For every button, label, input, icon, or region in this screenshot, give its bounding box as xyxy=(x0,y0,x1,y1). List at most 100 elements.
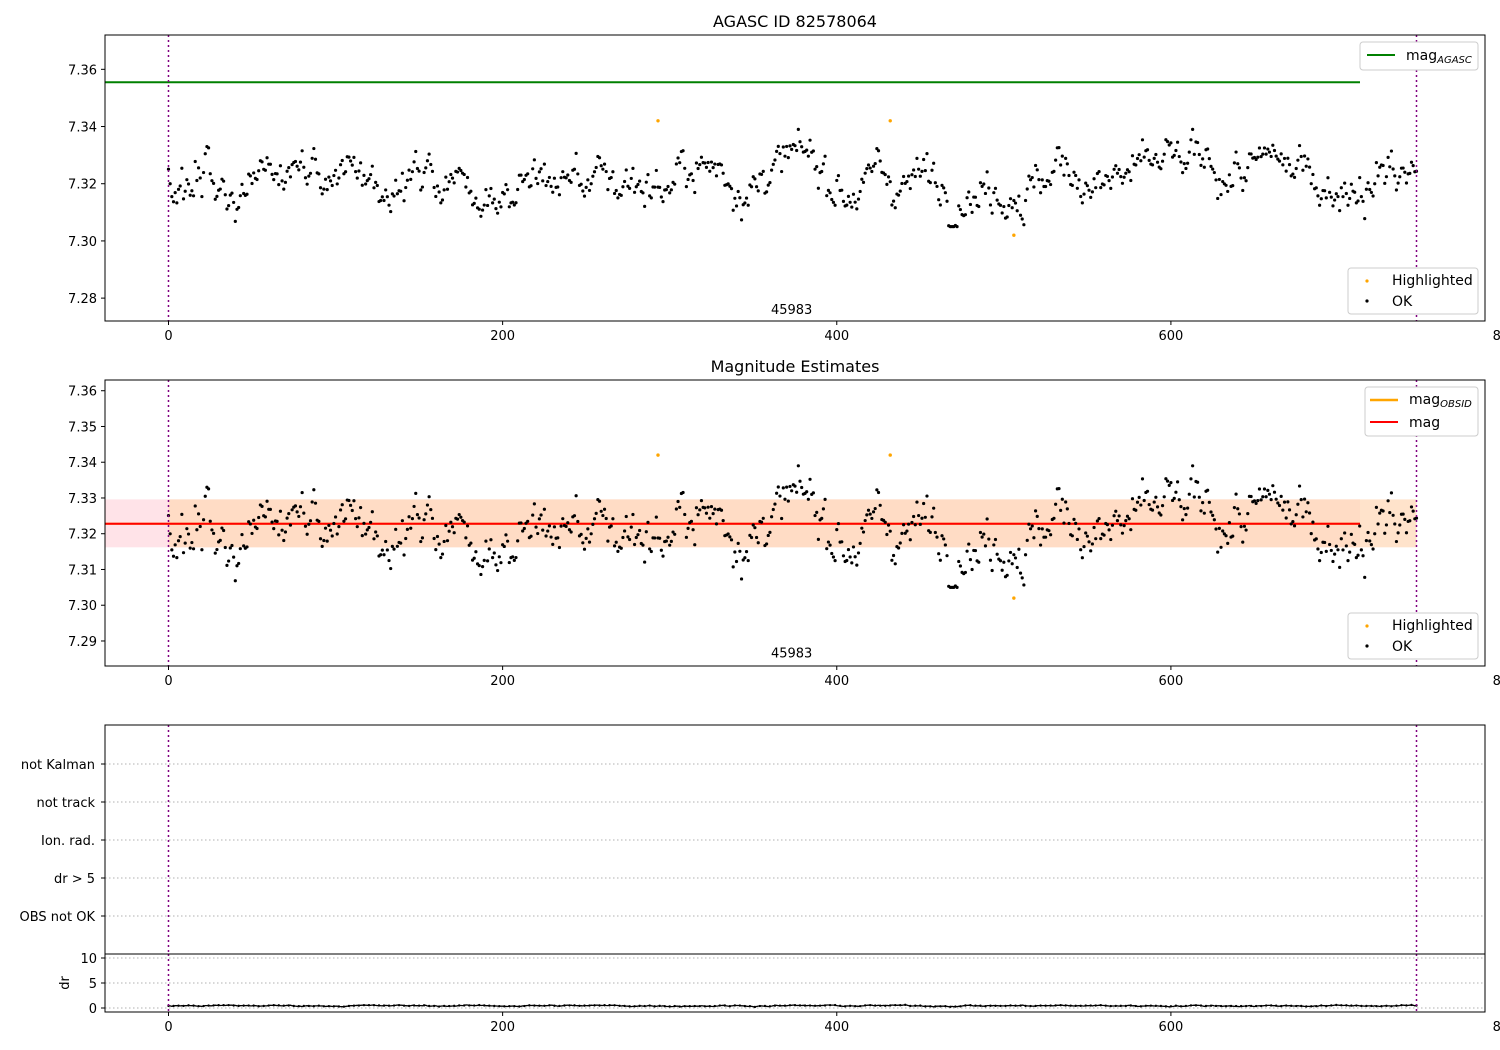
ok-point xyxy=(1074,173,1078,178)
ok-point xyxy=(394,527,398,531)
x-tick-label: 200 xyxy=(490,329,515,344)
ok-point xyxy=(369,172,373,177)
ok-point xyxy=(1373,182,1377,186)
ok-point xyxy=(293,159,298,164)
dr-point xyxy=(1365,1004,1368,1008)
ok-point xyxy=(1110,523,1115,527)
ok-point xyxy=(1154,152,1158,157)
ok-point xyxy=(1165,140,1170,144)
ok-point xyxy=(641,543,645,547)
ok-point xyxy=(780,169,784,174)
ok-point xyxy=(1062,521,1066,525)
ok-point xyxy=(614,540,618,544)
dr-point xyxy=(513,1004,516,1008)
ok-point xyxy=(856,551,861,555)
ok-point xyxy=(1114,509,1118,513)
ok-point xyxy=(576,519,580,524)
ok-point xyxy=(1087,188,1091,192)
ok-point xyxy=(1267,492,1272,496)
dr-point xyxy=(768,1005,772,1008)
ok-point xyxy=(268,162,272,166)
ok-point xyxy=(704,165,709,169)
dr-point xyxy=(342,1005,346,1008)
ok-point xyxy=(907,522,911,526)
ok-point xyxy=(761,516,765,520)
ok-point xyxy=(494,563,498,567)
ok-point xyxy=(1015,565,1019,570)
ok-point xyxy=(649,549,653,554)
ok-point xyxy=(474,196,478,200)
ok-point xyxy=(977,204,981,209)
ok-point xyxy=(993,537,998,542)
ok-point xyxy=(445,539,450,543)
ok-point xyxy=(592,517,597,521)
ok-point xyxy=(584,185,588,190)
ok-point xyxy=(719,508,724,512)
ok-point xyxy=(734,559,739,564)
ok-point xyxy=(272,527,276,531)
ok-point xyxy=(1089,549,1093,553)
dr-point xyxy=(708,1004,711,1008)
ok-point xyxy=(990,211,994,215)
ok-point xyxy=(983,191,988,196)
ok-point xyxy=(1237,166,1242,170)
x-tick-label: 400 xyxy=(824,329,849,344)
ok-point xyxy=(1097,517,1101,521)
ok-point xyxy=(601,513,605,518)
ok-point xyxy=(1164,477,1168,481)
ok-point xyxy=(437,542,441,546)
ok-point xyxy=(1044,184,1048,189)
ok-point xyxy=(516,187,520,192)
ok-point xyxy=(270,520,274,524)
ok-point xyxy=(382,553,386,557)
ok-point xyxy=(648,547,652,551)
ok-point xyxy=(1191,464,1195,468)
ok-point xyxy=(338,508,343,512)
dr-point xyxy=(262,1004,265,1008)
ok-point xyxy=(910,173,914,177)
ok-point xyxy=(940,534,944,538)
dr-point xyxy=(302,1004,306,1008)
magnitude-ok-points xyxy=(166,464,1419,589)
ok-point xyxy=(252,518,256,522)
ok-point xyxy=(181,551,186,555)
ok-point xyxy=(445,187,450,191)
dr-point xyxy=(1084,1004,1087,1007)
ok-point xyxy=(1010,206,1014,210)
dr-point xyxy=(1219,1004,1223,1008)
ok-point xyxy=(449,172,453,177)
dr-points xyxy=(167,1003,1418,1009)
ok-point xyxy=(1294,166,1298,171)
ok-point xyxy=(420,185,425,189)
ok-point xyxy=(494,206,498,211)
ok-point xyxy=(1311,520,1315,524)
ok-point xyxy=(786,499,790,503)
ok-point xyxy=(875,488,879,492)
ok-point xyxy=(1172,496,1176,500)
ok-point xyxy=(201,518,206,522)
dr-point xyxy=(673,1004,676,1008)
ok-point xyxy=(1361,554,1365,558)
ok-point xyxy=(592,170,597,174)
dr-point xyxy=(437,1005,441,1008)
ok-point xyxy=(1338,565,1342,569)
ok-point xyxy=(1306,157,1310,161)
ok-point xyxy=(621,535,625,540)
ok-point xyxy=(1227,520,1231,525)
ok-point xyxy=(1049,182,1053,187)
ok-point xyxy=(1130,154,1135,158)
ok-point xyxy=(733,196,737,200)
ok-point xyxy=(1109,537,1113,542)
ok-point xyxy=(1287,508,1292,512)
ok-point xyxy=(1348,196,1352,201)
ok-point xyxy=(1216,550,1220,554)
ok-point xyxy=(773,158,777,162)
ok-point xyxy=(942,186,946,190)
ok-point xyxy=(1331,559,1335,564)
dr-point xyxy=(1209,1004,1213,1007)
ok-point xyxy=(1202,165,1206,169)
dr-point xyxy=(663,1004,666,1008)
ok-point xyxy=(1324,549,1328,553)
dr-point xyxy=(252,1004,255,1007)
ok-point xyxy=(967,542,971,546)
